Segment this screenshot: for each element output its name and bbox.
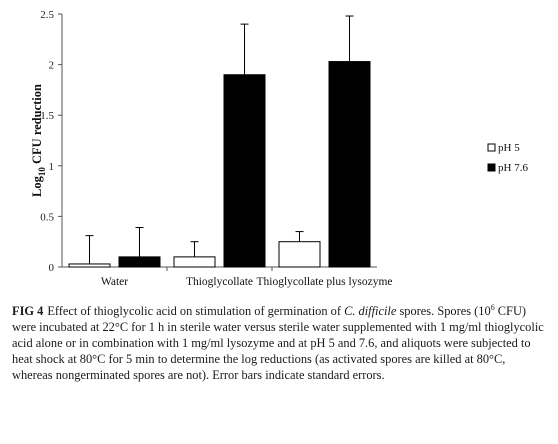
legend-label: pH 5 bbox=[498, 142, 520, 154]
y-axis-title-rest: CFU reduction bbox=[30, 84, 44, 167]
legend-swatch bbox=[487, 163, 496, 172]
legend-label: pH 7.6 bbox=[498, 162, 528, 174]
bar-ph76 bbox=[328, 61, 371, 268]
bar-ph5 bbox=[68, 263, 111, 268]
y-tick-label: 1.5 bbox=[40, 110, 54, 122]
caption-part: Effect of thioglycolic acid on stimulati… bbox=[47, 304, 345, 319]
y-axis-title: Log10 CFU reduction bbox=[30, 84, 47, 197]
figure-label: FIG 4 bbox=[12, 304, 44, 319]
y-axis-title-base: Log bbox=[30, 175, 44, 197]
x-category-label: Thioglycollate plus lysozyme bbox=[256, 276, 392, 288]
y-tick-label: 0.5 bbox=[40, 211, 54, 223]
bar-ph5 bbox=[278, 241, 321, 268]
caption-part: CFU) were incubated at 22°C for 1 h in s… bbox=[12, 304, 544, 383]
caption-part: spores. Spores (10 bbox=[396, 304, 491, 319]
y-tick-label: 1 bbox=[49, 161, 55, 173]
caption-part: 6 bbox=[490, 303, 495, 312]
y-tick-label: 2 bbox=[49, 60, 55, 72]
x-category-label: Thioglycollate bbox=[186, 276, 253, 288]
y-tick-label: 0 bbox=[49, 262, 55, 274]
caption-part: C. difficile bbox=[344, 304, 397, 319]
bar-ph5 bbox=[173, 256, 216, 268]
caption-text: Effect of thioglycolic acid on stimulati… bbox=[12, 303, 544, 383]
figure-caption: FIG 4 Effect of thioglycolic acid on stim… bbox=[12, 300, 548, 383]
bar-ph76 bbox=[223, 74, 266, 268]
y-tick-label: 2.5 bbox=[40, 9, 54, 21]
bar-ph76 bbox=[118, 256, 161, 268]
y-axis-title-subscript: 10 bbox=[37, 167, 47, 177]
legend-swatch bbox=[487, 143, 496, 152]
x-category-label: Water bbox=[101, 276, 128, 288]
bar-chart: 0 0.5 1 1.5 2 2.5 Log10 CFU reduction Water Thio… bbox=[30, 9, 528, 288]
